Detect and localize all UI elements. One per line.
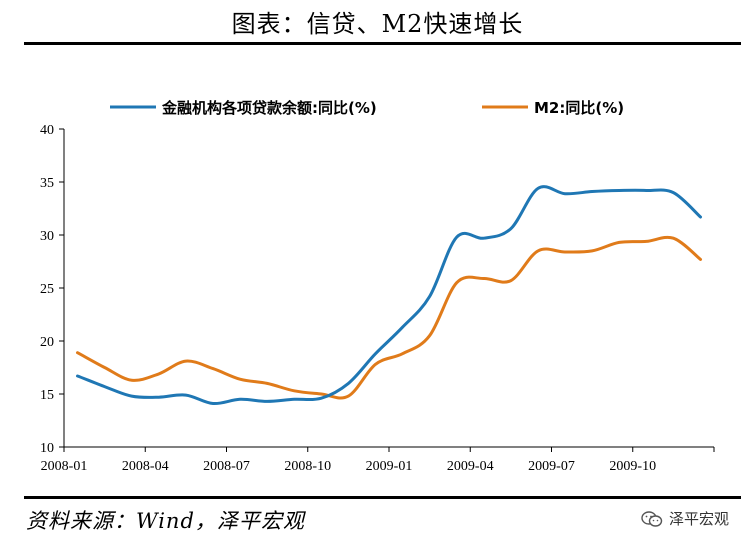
x-tick-label: 2009-04 (447, 459, 494, 474)
watermark: 泽平宏观 (641, 508, 729, 529)
x-tick-label: 2008-07 (203, 459, 250, 474)
legend-label: M2:同比(%) (534, 99, 624, 117)
x-tick-label: 2009-10 (609, 459, 656, 474)
legend-label: 金融机构各项贷款余额:同比(%) (161, 99, 377, 117)
y-tick-label: 20 (40, 335, 54, 350)
chart-legend: 金融机构各项贷款余额:同比(%) M2:同比(%) (110, 99, 624, 117)
series-line-m2 (76, 235, 702, 400)
source-note: 资料来源：Wind，泽平宏观 (26, 509, 305, 533)
x-tick-label: 2008-10 (284, 459, 331, 474)
top-rule (24, 42, 741, 45)
y-tick-label: 35 (40, 176, 54, 191)
x-tick-label: 2008-04 (122, 459, 169, 474)
chart-axes: 10 15 20 25 30 35 40 2008-01 2008-04 2008-07 2008-… (40, 123, 715, 474)
y-tick-label: 10 (40, 441, 54, 456)
chart-title: 图表：信贷、M2快速增长 (231, 10, 524, 38)
series-line-loans (76, 185, 702, 406)
y-tick-label: 15 (40, 388, 54, 403)
wechat-icon (641, 510, 663, 527)
watermark-label: 泽平宏观 (668, 510, 729, 528)
x-tick-label: 2009-01 (366, 459, 413, 474)
x-tick-label: 2009-07 (528, 459, 575, 474)
y-tick-label: 40 (40, 123, 54, 138)
y-tick-label: 30 (40, 229, 54, 244)
x-tick-label: 2008-01 (41, 459, 88, 474)
bottom-rule (24, 496, 741, 499)
chart-series (76, 185, 702, 406)
y-tick-label: 25 (40, 282, 54, 297)
